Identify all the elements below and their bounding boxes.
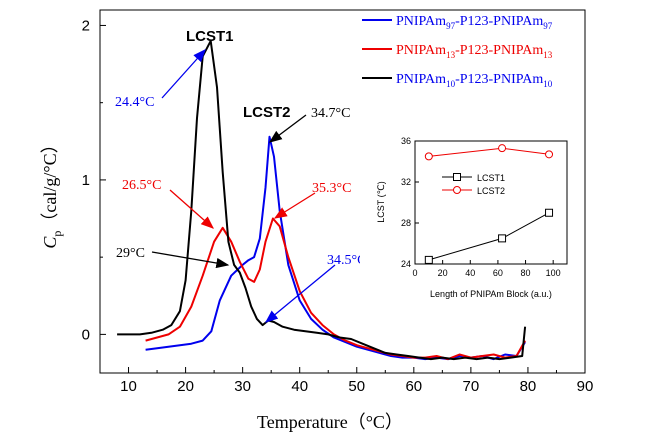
- inset-x-axis-label: Length of PNIPAm Block (a.u.): [430, 289, 552, 299]
- legend-entry-3: PNIPAm10-P123-PNIPAm10: [396, 72, 553, 89]
- arrow-34-7: [268, 114, 307, 143]
- arrow-26-5: [169, 189, 214, 229]
- inset-point-1: [545, 208, 554, 217]
- arrow-34-5: [264, 264, 336, 323]
- legend-entry-2: PNIPAm13-P123-PNIPAm13: [396, 43, 553, 60]
- inset-background: [360, 130, 573, 285]
- y-tick-label: 0: [82, 326, 90, 343]
- annotation-24-4: 24.4°C: [115, 95, 154, 110]
- annotation-34-7: 34.7°C: [311, 106, 350, 121]
- inset-point-1: [424, 255, 433, 264]
- inset-x-tick-label: 80: [521, 268, 531, 278]
- inset-point-2: [424, 152, 433, 161]
- arrow-24-4: [161, 49, 206, 99]
- x-tick-label: 30: [234, 378, 251, 395]
- x-tick-label: 70: [463, 378, 480, 395]
- inset-frame: [414, 140, 568, 265]
- inset-axes: 0 20 40 60 80 100 24 28 32 36: [401, 136, 561, 278]
- main-series: [117, 39, 527, 361]
- main-plot-frame: [99, 9, 586, 374]
- inset-y-axis-label: LCST (℃): [376, 181, 386, 222]
- y-axis-label-rest: （cal/g/°C）: [40, 135, 60, 230]
- inset-y-tick-label: 32: [401, 177, 411, 187]
- x-tick-label: 10: [120, 378, 137, 395]
- y-tick-label: 1: [82, 172, 90, 189]
- svg-text:Cp（cal/g/°C）: Cp（cal/g/°C）: [40, 135, 64, 248]
- annotation-26-5: 26.5°C: [122, 178, 161, 193]
- x-tick-label: 50: [348, 378, 365, 395]
- y-axis-label-sub: p: [50, 231, 64, 237]
- arrow-35-3: [273, 192, 316, 219]
- annotation-lcst1: LCST1: [186, 28, 234, 45]
- inset-point-1: [498, 234, 507, 243]
- x-tick-label: 90: [577, 378, 594, 395]
- inset-x-tick-label: 60: [493, 268, 503, 278]
- legend: PNIPAm97-P123-PNIPAm97 PNIPAm13-P123-PNI…: [362, 14, 553, 89]
- inset-legend-marker-1: [453, 173, 461, 181]
- main-axes: 10 20 30 40 50 60 70 80 90 0 1 2: [82, 17, 594, 395]
- annotation-29: 29°C: [116, 246, 145, 261]
- inset-y-tick-label: 24: [401, 259, 411, 269]
- x-tick-label: 80: [520, 378, 537, 395]
- series-line-2: [145, 217, 526, 361]
- inset-point-2: [498, 144, 507, 153]
- inset-legend-label-1: LCST1: [477, 173, 505, 183]
- annotation-34-5: 34.5°C: [327, 253, 366, 268]
- legend-entry-1: PNIPAm97-P123-PNIPAm97: [396, 14, 553, 31]
- inset-y-tick-label: 28: [401, 218, 411, 228]
- inset-y-tick-label: 36: [401, 136, 411, 146]
- inset-x-tick-label: 0: [412, 268, 417, 278]
- annotation-35-3: 35.3°C: [312, 181, 351, 196]
- inset-x-tick-label: 40: [465, 268, 475, 278]
- inset-legend-label-2: LCST2: [477, 186, 505, 196]
- inset-x-tick-label: 100: [546, 268, 561, 278]
- series-line-3: [117, 39, 527, 361]
- inset-legend: LCST1 LCST2: [442, 173, 505, 196]
- x-axis-label: Temperature（°C）: [257, 412, 403, 432]
- x-tick-label: 40: [291, 378, 308, 395]
- inset-point-2: [545, 150, 554, 159]
- arrow-29: [151, 251, 230, 269]
- inset-legend-marker-2: [453, 186, 461, 194]
- y-tick-label: 2: [82, 17, 90, 34]
- inset-series: [424, 144, 554, 264]
- inset-x-tick-label: 20: [438, 268, 448, 278]
- x-tick-label: 20: [177, 378, 194, 395]
- annotation-lcst2: LCST2: [243, 104, 291, 121]
- y-axis-label: Cp（cal/g/°C）: [40, 135, 64, 248]
- x-tick-label: 60: [405, 378, 422, 395]
- y-axis-label-main: C: [40, 236, 60, 249]
